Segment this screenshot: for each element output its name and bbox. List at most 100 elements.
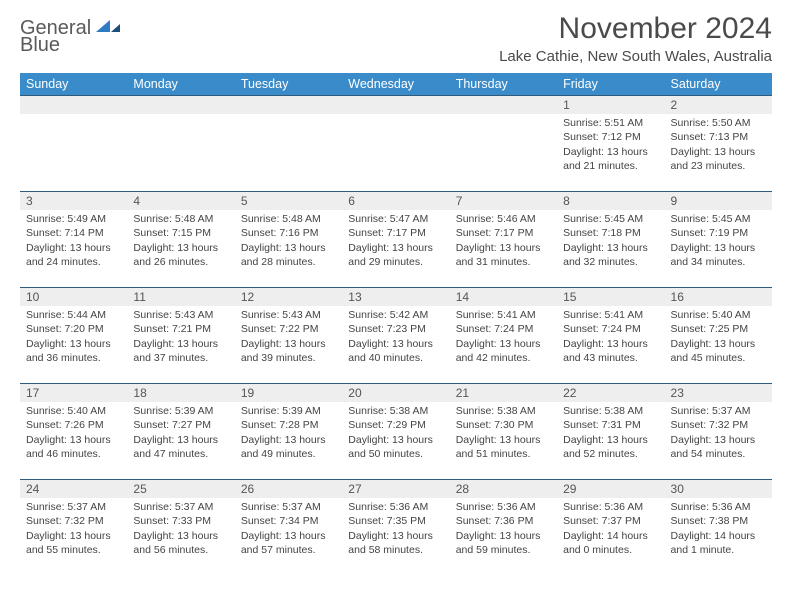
weekday-header: Thursday [450,73,557,96]
sunset-line: Sunset: 7:17 PM [456,226,551,240]
page-subtitle: Lake Cathie, New South Wales, Australia [499,48,772,65]
day-info: Sunrise: 5:38 AMSunset: 7:29 PMDaylight:… [342,402,449,465]
sunrise-line: Sunrise: 5:38 AM [348,404,443,418]
day-number: 10 [20,288,127,306]
sunrise-line: Sunrise: 5:40 AM [26,404,121,418]
sunset-line: Sunset: 7:23 PM [348,322,443,336]
day-number: 4 [127,192,234,210]
sunset-line: Sunset: 7:34 PM [241,514,336,528]
day-info: Sunrise: 5:48 AMSunset: 7:16 PMDaylight:… [235,210,342,273]
calendar-day-cell: 1Sunrise: 5:51 AMSunset: 7:12 PMDaylight… [557,96,664,192]
sunset-line: Sunset: 7:16 PM [241,226,336,240]
day-number: 3 [20,192,127,210]
daylight-line: Daylight: 13 hours and 29 minutes. [348,241,443,269]
daylight-line: Daylight: 13 hours and 55 minutes. [26,529,121,557]
day-info: Sunrise: 5:36 AMSunset: 7:35 PMDaylight:… [342,498,449,561]
sunset-line: Sunset: 7:28 PM [241,418,336,432]
day-number: 22 [557,384,664,402]
day-number: 7 [450,192,557,210]
day-info: Sunrise: 5:44 AMSunset: 7:20 PMDaylight:… [20,306,127,369]
calendar-day-cell: 23Sunrise: 5:37 AMSunset: 7:32 PMDayligh… [665,384,772,480]
sunrise-line: Sunrise: 5:46 AM [456,212,551,226]
day-number: 18 [127,384,234,402]
daylight-line: Daylight: 13 hours and 50 minutes. [348,433,443,461]
weekday-header: Wednesday [342,73,449,96]
calendar-week-row: 1Sunrise: 5:51 AMSunset: 7:12 PMDaylight… [20,96,772,192]
sunset-line: Sunset: 7:27 PM [133,418,228,432]
calendar-day-cell: 7Sunrise: 5:46 AMSunset: 7:17 PMDaylight… [450,192,557,288]
day-number [342,96,449,114]
daylight-line: Daylight: 13 hours and 59 minutes. [456,529,551,557]
daylight-line: Daylight: 13 hours and 47 minutes. [133,433,228,461]
sunrise-line: Sunrise: 5:38 AM [456,404,551,418]
daylight-line: Daylight: 13 hours and 58 minutes. [348,529,443,557]
sunset-line: Sunset: 7:36 PM [456,514,551,528]
daylight-line: Daylight: 13 hours and 23 minutes. [671,145,766,173]
sunset-line: Sunset: 7:29 PM [348,418,443,432]
calendar-day-cell: 25Sunrise: 5:37 AMSunset: 7:33 PMDayligh… [127,480,234,576]
sunset-line: Sunset: 7:31 PM [563,418,658,432]
day-number: 20 [342,384,449,402]
calendar-day-cell: 29Sunrise: 5:36 AMSunset: 7:37 PMDayligh… [557,480,664,576]
sunset-line: Sunset: 7:15 PM [133,226,228,240]
calendar-day-cell: 3Sunrise: 5:49 AMSunset: 7:14 PMDaylight… [20,192,127,288]
day-info: Sunrise: 5:37 AMSunset: 7:32 PMDaylight:… [20,498,127,561]
calendar-day-cell: 24Sunrise: 5:37 AMSunset: 7:32 PMDayligh… [20,480,127,576]
day-info: Sunrise: 5:45 AMSunset: 7:19 PMDaylight:… [665,210,772,273]
calendar-day-cell: 19Sunrise: 5:39 AMSunset: 7:28 PMDayligh… [235,384,342,480]
day-info: Sunrise: 5:40 AMSunset: 7:25 PMDaylight:… [665,306,772,369]
calendar-day-cell: 26Sunrise: 5:37 AMSunset: 7:34 PMDayligh… [235,480,342,576]
day-number: 1 [557,96,664,114]
day-number: 26 [235,480,342,498]
calendar-day-cell: 4Sunrise: 5:48 AMSunset: 7:15 PMDaylight… [127,192,234,288]
daylight-line: Daylight: 13 hours and 52 minutes. [563,433,658,461]
day-info: Sunrise: 5:36 AMSunset: 7:38 PMDaylight:… [665,498,772,561]
day-info: Sunrise: 5:41 AMSunset: 7:24 PMDaylight:… [557,306,664,369]
calendar-table: Sunday Monday Tuesday Wednesday Thursday… [20,73,772,576]
sunset-line: Sunset: 7:38 PM [671,514,766,528]
sunrise-line: Sunrise: 5:41 AM [563,308,658,322]
sunset-line: Sunset: 7:18 PM [563,226,658,240]
calendar-day-cell: 17Sunrise: 5:40 AMSunset: 7:26 PMDayligh… [20,384,127,480]
title-block: November 2024 Lake Cathie, New South Wal… [499,12,772,73]
daylight-line: Daylight: 13 hours and 36 minutes. [26,337,121,365]
calendar-day-cell: 20Sunrise: 5:38 AMSunset: 7:29 PMDayligh… [342,384,449,480]
logo-text-wrap: General Blue [20,18,122,55]
weekday-header: Friday [557,73,664,96]
sunset-line: Sunset: 7:35 PM [348,514,443,528]
weekday-header: Sunday [20,73,127,96]
sunset-line: Sunset: 7:26 PM [26,418,121,432]
calendar-week-row: 10Sunrise: 5:44 AMSunset: 7:20 PMDayligh… [20,288,772,384]
calendar-day-cell: 8Sunrise: 5:45 AMSunset: 7:18 PMDaylight… [557,192,664,288]
sunrise-line: Sunrise: 5:36 AM [348,500,443,514]
sunrise-line: Sunrise: 5:36 AM [456,500,551,514]
day-number: 29 [557,480,664,498]
sunrise-line: Sunrise: 5:45 AM [671,212,766,226]
calendar-day-cell: 6Sunrise: 5:47 AMSunset: 7:17 PMDaylight… [342,192,449,288]
day-info: Sunrise: 5:49 AMSunset: 7:14 PMDaylight:… [20,210,127,273]
daylight-line: Daylight: 13 hours and 40 minutes. [348,337,443,365]
day-info: Sunrise: 5:36 AMSunset: 7:37 PMDaylight:… [557,498,664,561]
day-info: Sunrise: 5:43 AMSunset: 7:22 PMDaylight:… [235,306,342,369]
sunrise-line: Sunrise: 5:44 AM [26,308,121,322]
calendar-day-cell: 11Sunrise: 5:43 AMSunset: 7:21 PMDayligh… [127,288,234,384]
day-info: Sunrise: 5:38 AMSunset: 7:30 PMDaylight:… [450,402,557,465]
daylight-line: Daylight: 13 hours and 21 minutes. [563,145,658,173]
calendar-day-cell: 9Sunrise: 5:45 AMSunset: 7:19 PMDaylight… [665,192,772,288]
sunrise-line: Sunrise: 5:48 AM [241,212,336,226]
daylight-line: Daylight: 14 hours and 0 minutes. [563,529,658,557]
daylight-line: Daylight: 13 hours and 34 minutes. [671,241,766,269]
sunrise-line: Sunrise: 5:39 AM [241,404,336,418]
sunrise-line: Sunrise: 5:43 AM [241,308,336,322]
daylight-line: Daylight: 13 hours and 45 minutes. [671,337,766,365]
daylight-line: Daylight: 13 hours and 26 minutes. [133,241,228,269]
day-number: 2 [665,96,772,114]
day-info: Sunrise: 5:43 AMSunset: 7:21 PMDaylight:… [127,306,234,369]
sunrise-line: Sunrise: 5:40 AM [671,308,766,322]
calendar-day-cell [127,96,234,192]
calendar-day-cell [235,96,342,192]
day-number: 5 [235,192,342,210]
sunset-line: Sunset: 7:19 PM [671,226,766,240]
day-number: 27 [342,480,449,498]
page-title: November 2024 [499,12,772,46]
